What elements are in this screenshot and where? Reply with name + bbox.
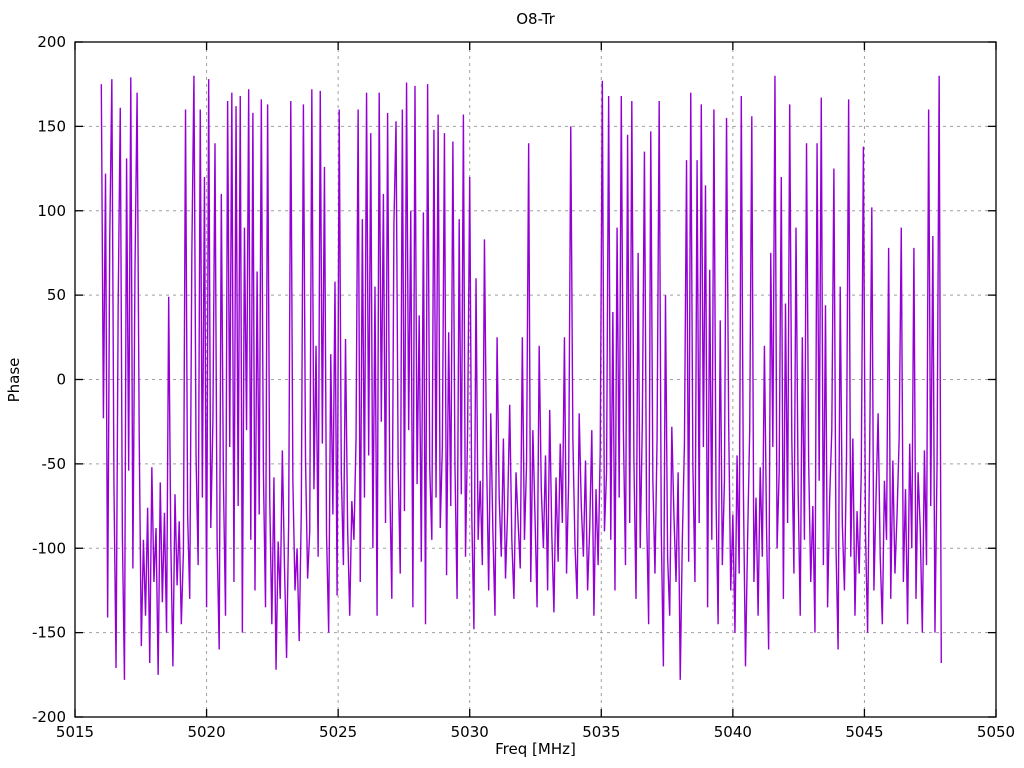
x-tick-label: 5045 xyxy=(845,723,883,741)
y-tick-label: 50 xyxy=(47,286,66,304)
y-tick-label: -150 xyxy=(32,624,66,642)
y-tick-label: -200 xyxy=(32,708,66,726)
chart-title: O8-Tr xyxy=(516,10,555,28)
y-tick-label: -50 xyxy=(42,455,67,473)
y-tick-label: -100 xyxy=(32,539,66,557)
y-tick-label: 100 xyxy=(37,202,66,220)
x-tick-label: 5030 xyxy=(451,723,489,741)
y-tick-label: 200 xyxy=(37,33,66,51)
x-tick-label: 5040 xyxy=(714,723,752,741)
x-tick-label: 5025 xyxy=(319,723,357,741)
x-tick-label: 5015 xyxy=(56,723,94,741)
phase-trace xyxy=(100,75,942,680)
x-tick-label: 5050 xyxy=(977,723,1015,741)
y-tick-label: 150 xyxy=(37,117,66,135)
x-tick-label: 5020 xyxy=(187,723,225,741)
y-axis-label: Phase xyxy=(5,357,23,403)
x-axis-label: Freq [MHz] xyxy=(495,740,576,758)
y-tick-label: 0 xyxy=(56,371,66,389)
x-tick-label: 5035 xyxy=(582,723,620,741)
